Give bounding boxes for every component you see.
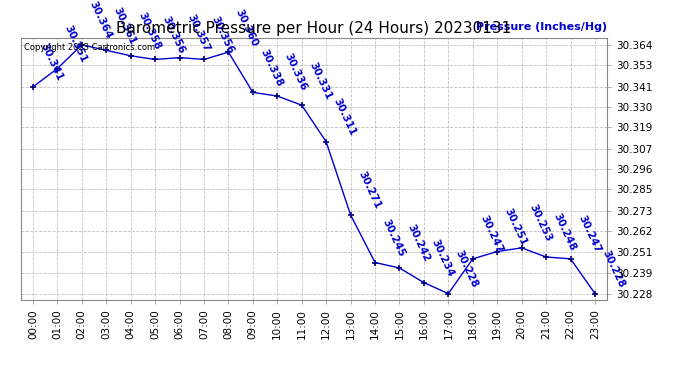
Text: 30.242: 30.242 [405,223,431,264]
Text: 30.356: 30.356 [210,15,235,55]
Text: 30.248: 30.248 [552,212,578,253]
Text: 30.338: 30.338 [259,48,284,88]
Text: 30.331: 30.331 [307,60,333,101]
Text: 30.357: 30.357 [185,13,211,54]
Text: 30.271: 30.271 [356,170,382,211]
Text: 30.311: 30.311 [332,97,358,138]
Text: 30.234: 30.234 [429,238,455,279]
Text: 30.253: 30.253 [527,203,553,244]
Text: 30.358: 30.358 [136,11,162,52]
Text: 30.341: 30.341 [39,42,65,83]
Text: 30.245: 30.245 [381,217,406,258]
Text: Copyright 2023 Cartronics.com: Copyright 2023 Cartronics.com [23,43,155,52]
Text: Pressure (Inches/Hg): Pressure (Inches/Hg) [476,22,607,32]
Title: Barometric Pressure per Hour (24 Hours) 20230131: Barometric Pressure per Hour (24 Hours) … [117,21,511,36]
Text: 30.364: 30.364 [88,0,113,40]
Text: 30.356: 30.356 [161,15,187,55]
Text: 30.336: 30.336 [283,51,309,92]
Text: 30.247: 30.247 [576,214,602,255]
Text: 30.247: 30.247 [478,214,504,255]
Text: 30.360: 30.360 [234,7,260,48]
Text: 30.228: 30.228 [600,249,627,290]
Text: 30.228: 30.228 [454,249,480,290]
Text: 30.361: 30.361 [112,5,138,46]
Text: 30.351: 30.351 [63,24,89,64]
Text: 30.251: 30.251 [503,207,529,248]
